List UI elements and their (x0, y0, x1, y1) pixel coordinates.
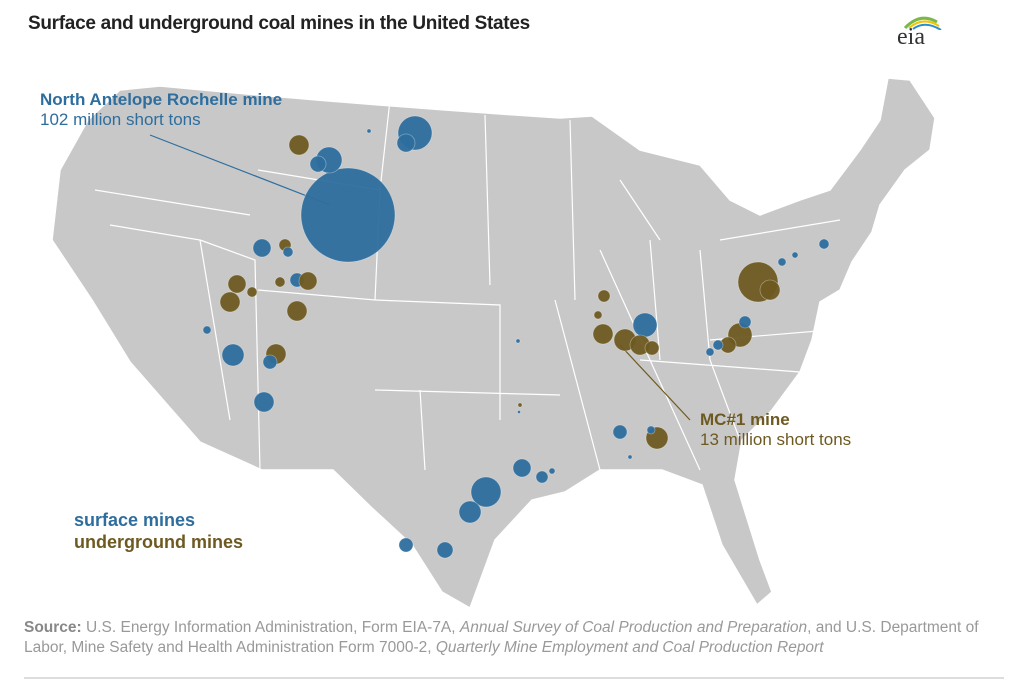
surface-annotation: North Antelope Rochelle mine 102 million… (40, 90, 282, 130)
map-title: Surface and underground coal mines in th… (28, 13, 530, 34)
source-text: , and U.S. Department of Labor, Mine Saf… (24, 619, 979, 656)
surface-mine-marker (632, 312, 658, 338)
underground-mine-marker (286, 300, 308, 322)
eia-logo: eia (895, 10, 945, 50)
underground-mine-marker (517, 402, 523, 408)
source-label: Source: (24, 619, 82, 636)
surface-mine-marker (252, 238, 272, 258)
underground-annotation: MC#1 mine 13 million short tons (700, 410, 851, 450)
underground-mine-marker (597, 289, 611, 303)
divider (24, 677, 1004, 679)
legend: surface mines underground mines (74, 509, 243, 553)
surface-mine-marker (738, 315, 752, 329)
surface-mine-marker (777, 257, 787, 267)
source-title: Quarterly Mine Employment and Coal Produ… (435, 639, 824, 656)
surface-mine-marker (398, 537, 414, 553)
surface-mine-marker (396, 133, 416, 153)
surface-annotation-leader (149, 134, 331, 206)
state-borders (94, 99, 841, 471)
surface-mine-marker (818, 238, 830, 250)
surface-mine-marker (712, 339, 724, 351)
source-text: U.S. Energy Information Administration, … (81, 619, 460, 636)
surface-mine-marker (627, 454, 633, 460)
surface-mine-marker (282, 246, 294, 258)
surface-mine-marker (548, 467, 556, 475)
surface-mine-marker (646, 425, 656, 435)
surface-mine-marker (221, 343, 245, 367)
underground-annotation-leader (619, 344, 691, 421)
underground-mine-marker (644, 340, 660, 356)
surface-mine-marker (202, 325, 212, 335)
underground-mine-marker (219, 291, 241, 313)
source-title: Annual Survey of Coal Production and Pre… (459, 619, 808, 636)
underground-mine-marker (246, 286, 258, 298)
surface-mine-marker (253, 391, 275, 413)
surface-mine-marker (517, 410, 521, 414)
surface-mine-marker (512, 458, 532, 478)
surface-mine-marker (458, 500, 482, 524)
surface-mine-marker (791, 251, 799, 259)
annotation-name: North Antelope Rochelle mine (40, 90, 283, 109)
underground-mine-marker (759, 279, 781, 301)
surface-mine-marker (612, 424, 628, 440)
surface-mine-marker (262, 354, 278, 370)
legend-surface: surface mines (74, 510, 196, 530)
surface-mine-marker (535, 470, 549, 484)
underground-mine-marker (592, 323, 614, 345)
annotation-name: MC#1 mine (700, 410, 790, 429)
underground-mine-marker (298, 271, 318, 291)
surface-mine-marker (705, 347, 715, 357)
source-note: Source: U.S. Energy Information Administ… (24, 618, 999, 658)
us-land (51, 77, 936, 610)
annotation-value: 13 million short tons (700, 430, 852, 449)
underground-mine-marker (288, 134, 310, 156)
surface-mine-marker (515, 338, 521, 344)
surface-mine-marker (436, 541, 454, 559)
underground-mine-marker (274, 276, 286, 288)
underground-mine-marker (593, 310, 603, 320)
surface-mine-marker (300, 167, 396, 263)
surface-mine-marker (309, 155, 327, 173)
surface-mine-marker (470, 476, 502, 508)
underground-mine-marker (227, 274, 247, 294)
annotation-value: 102 million short tons (40, 110, 201, 129)
surface-mine-marker (366, 128, 372, 134)
legend-underground: underground mines (74, 532, 244, 552)
